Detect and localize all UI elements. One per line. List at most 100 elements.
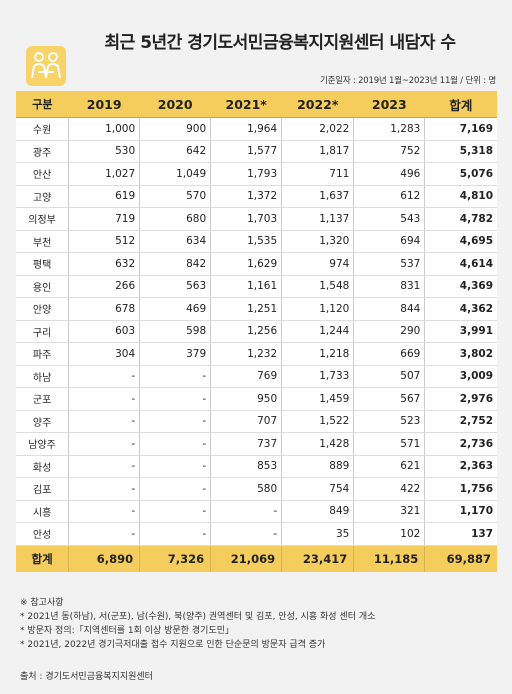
region-name: 구리 [16, 320, 69, 343]
header-row: 구분 2019 2020 2021* 2022* 2023 합계 [16, 91, 497, 118]
table-cell: 634 [139, 230, 211, 253]
table-cell: 1,372 [210, 185, 282, 208]
table-cell: 669 [353, 342, 425, 366]
header-cell: 구분 [16, 91, 69, 118]
table-cell: 642 [139, 140, 211, 163]
table-cell: 35 [281, 522, 354, 546]
notes: ※ 참고사항 * 2021년 동(하남), 서(군포), 남(수원), 북(양주… [20, 596, 375, 652]
table-body: 수원 1,000 900 1,964 2,022 1,283 7,169 광주 530 642 1,… [16, 117, 497, 546]
table-cell: - [68, 477, 140, 501]
table-cell: 1,251 [210, 297, 282, 321]
table-cell: 900 [139, 117, 211, 141]
region-name: 안산 [16, 162, 69, 186]
header-cell: 2023 [353, 91, 425, 118]
table-row: 화성 - -853 889 621 2,363 [16, 455, 497, 478]
table-cell: 1,218 [281, 342, 354, 366]
table-row: 수원 1,000 900 1,964 2,022 1,283 7,169 [16, 117, 497, 141]
row-total-cell: 4,614 [424, 252, 497, 276]
total-cell: 6,890 [68, 545, 140, 572]
table-cell: 707 [210, 410, 282, 433]
region-name: 고양 [16, 185, 69, 208]
region-name: 하남 [16, 365, 69, 388]
table-cell: 889 [281, 455, 354, 478]
region-name: 남양주 [16, 432, 69, 456]
row-total-cell: 5,318 [424, 140, 497, 163]
table-row: 양주 - -707 1,522 523 2,752 [16, 410, 497, 433]
region-name: 시흥 [16, 500, 69, 523]
table-cell: - [139, 500, 211, 523]
table-cell: 1,256 [210, 320, 282, 343]
table-cell: 571 [353, 432, 425, 456]
table-cell: - [68, 522, 140, 546]
table-cell: - [139, 410, 211, 433]
region-name: 파주 [16, 342, 69, 366]
table-row: 파주 304 379 1,232 1,218 669 3,802 [16, 342, 497, 366]
row-total-cell: 4,782 [424, 207, 497, 231]
table-cell: 379 [139, 342, 211, 366]
table-cell: 1,137 [281, 207, 354, 231]
source: 출처 : 경기도서민금융복지지원센터 [20, 672, 153, 682]
table-cell: 1,793 [210, 162, 282, 186]
note-line: * 2021년, 2022년 경기극저대출 접수 지원으로 인한 단순문의 방문… [20, 640, 326, 650]
table-row: 군포 - -950 1,459 567 2,976 [16, 387, 497, 411]
table-cell: 1,548 [281, 275, 354, 298]
table-cell: 603 [68, 320, 140, 343]
table-cell: 1,320 [281, 230, 354, 253]
people-group-icon [26, 46, 66, 86]
region-name: 부천 [16, 230, 69, 253]
date-unit-note: 기준일자 : 2019년 1월~2023년 11월 / 단위 : 명 [319, 76, 496, 86]
note-line: * 방문자 정의:「지역센터를 1회 이상 방문한 경기도민」 [20, 626, 235, 636]
table-cell: 1,817 [281, 140, 354, 163]
table-cell: - [139, 387, 211, 411]
region-name: 화성 [16, 455, 69, 478]
table-cell: 1,428 [281, 432, 354, 456]
table-row: 구리 603 598 1,256 1,244 290 3,991 [16, 320, 497, 343]
table-cell: 1,459 [281, 387, 354, 411]
row-total-cell: 5,076 [424, 162, 497, 186]
table-cell: 1,577 [210, 140, 282, 163]
table-cell: 752 [353, 140, 425, 163]
table-cell: 853 [210, 455, 282, 478]
table-cell: 612 [353, 185, 425, 208]
table-cell: 1,535 [210, 230, 282, 253]
table-cell: 1,637 [281, 185, 354, 208]
region-name: 평택 [16, 252, 69, 276]
row-total-cell: 1,170 [424, 500, 497, 523]
table-cell: 530 [68, 140, 140, 163]
table-cell: 523 [353, 410, 425, 433]
table-cell: 950 [210, 387, 282, 411]
table-cell: - [210, 522, 282, 546]
table-cell: 496 [353, 162, 425, 186]
table-cell: 621 [353, 455, 425, 478]
table-row: 안양 678 469 1,251 1,120 844 4,362 [16, 297, 497, 321]
row-total-cell: 3,802 [424, 342, 497, 366]
table-cell: - [139, 365, 211, 388]
header-cell: 합계 [424, 91, 497, 118]
table-cell: 266 [68, 275, 140, 298]
note-line: ※ 참고사항 [20, 598, 64, 608]
row-total-cell: 3,991 [424, 320, 497, 343]
table-cell: 719 [68, 207, 140, 231]
region-name: 수원 [16, 117, 69, 141]
table-cell: 769 [210, 365, 282, 388]
row-total-cell: 1,756 [424, 477, 497, 501]
table-cell: 422 [353, 477, 425, 501]
total-cell: 11,185 [353, 545, 425, 572]
table-row: 안산 1,027 1,049 1,793 711 496 5,076 [16, 162, 497, 186]
region-name: 의정부 [16, 207, 69, 231]
table-cell: 290 [353, 320, 425, 343]
table-cell: 304 [68, 342, 140, 366]
table-cell: - [139, 477, 211, 501]
region-name: 광주 [16, 140, 69, 163]
row-total-cell: 4,695 [424, 230, 497, 253]
row-total-cell: 3,009 [424, 365, 497, 388]
total-cell: 7,326 [139, 545, 211, 572]
table-cell: 580 [210, 477, 282, 501]
table-row: 용인 266 563 1,161 1,548 831 4,369 [16, 275, 497, 298]
table-row: 시흥 - - -849 321 1,170 [16, 500, 497, 523]
table-row: 고양 619 570 1,372 1,637 612 4,810 [16, 185, 497, 208]
table-row: 광주 530 642 1,577 1,817 752 5,318 [16, 140, 497, 163]
row-total-cell: 2,976 [424, 387, 497, 411]
table-row: 의정부 719 680 1,703 1,137 543 4,782 [16, 207, 497, 231]
table-cell: 632 [68, 252, 140, 276]
